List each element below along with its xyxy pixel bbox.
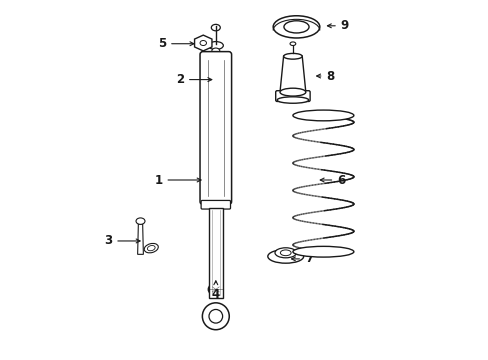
Ellipse shape [284, 21, 308, 33]
Ellipse shape [292, 110, 353, 121]
Ellipse shape [144, 243, 158, 253]
Ellipse shape [211, 48, 219, 54]
Ellipse shape [147, 246, 155, 251]
FancyBboxPatch shape [201, 201, 230, 209]
Ellipse shape [211, 286, 219, 293]
FancyBboxPatch shape [275, 91, 309, 102]
Ellipse shape [267, 249, 303, 263]
Ellipse shape [208, 283, 223, 296]
Text: 5: 5 [158, 37, 193, 50]
Ellipse shape [283, 53, 302, 59]
Ellipse shape [200, 41, 206, 45]
Ellipse shape [207, 76, 220, 83]
Ellipse shape [280, 250, 290, 256]
Text: 1: 1 [154, 174, 201, 186]
Text: 9: 9 [327, 19, 348, 32]
Ellipse shape [211, 24, 220, 31]
Text: 4: 4 [211, 281, 220, 301]
Text: 7: 7 [291, 252, 312, 265]
Ellipse shape [280, 88, 305, 96]
Text: 8: 8 [316, 69, 334, 82]
Ellipse shape [136, 218, 144, 224]
Ellipse shape [202, 303, 229, 330]
Ellipse shape [208, 310, 222, 323]
Ellipse shape [273, 16, 319, 38]
Polygon shape [137, 224, 143, 254]
Text: 3: 3 [104, 234, 140, 247]
Ellipse shape [274, 248, 296, 258]
Ellipse shape [289, 42, 295, 45]
FancyBboxPatch shape [200, 51, 231, 204]
Ellipse shape [203, 73, 224, 86]
Ellipse shape [292, 246, 353, 257]
Text: 2: 2 [176, 73, 211, 86]
Text: 6: 6 [320, 174, 345, 186]
Bar [208, 208, 222, 298]
Ellipse shape [208, 41, 223, 49]
Polygon shape [280, 56, 305, 92]
Ellipse shape [277, 97, 308, 103]
Polygon shape [194, 35, 211, 51]
